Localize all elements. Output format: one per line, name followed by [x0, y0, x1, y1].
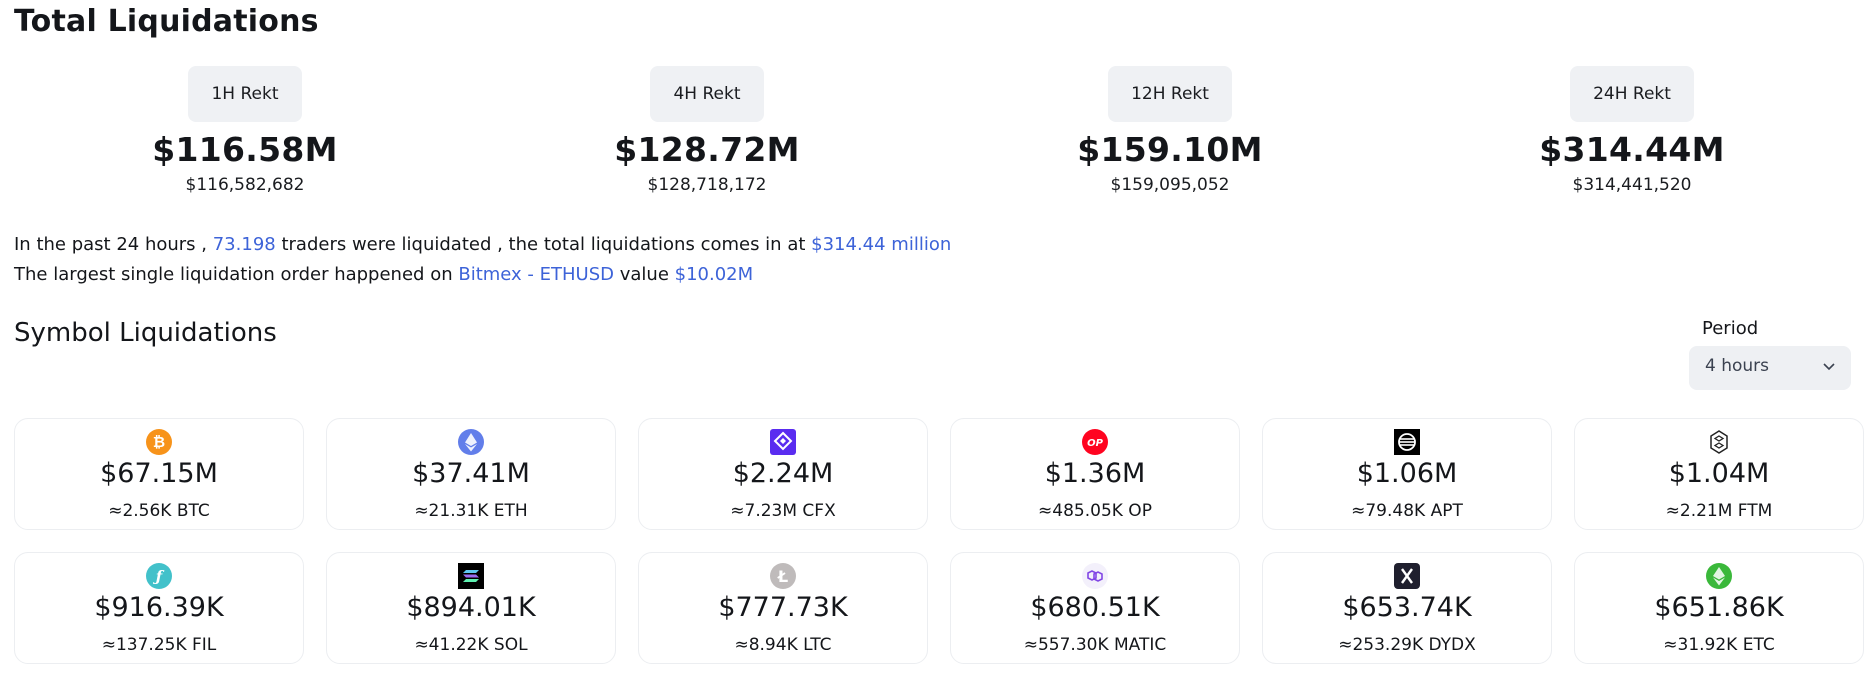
fantom-icon [1706, 429, 1732, 455]
rekt-12h-value: $159.10M [1077, 130, 1263, 169]
symbol-amount: ≈2.56K BTC [108, 501, 210, 521]
symbol-card-cfx[interactable]: $2.24M ≈7.23M CFX [638, 418, 928, 530]
page-title: Total Liquidations [14, 4, 319, 39]
symbol-amount: ≈7.23M CFX [730, 501, 836, 521]
rekt-12h-exact: $159,095,052 [1110, 175, 1230, 195]
summary-text: The largest single liquidation order hap… [14, 264, 453, 285]
symbol-value: $651.86K [1654, 592, 1784, 623]
traders-count: 73.198 [212, 234, 276, 255]
rekt-4h-exact: $128,718,172 [647, 175, 767, 195]
summary-text: In the past 24 hours , [14, 234, 207, 255]
symbol-amount: ≈557.30K MATIC [1023, 635, 1167, 655]
rekt-1h-exact: $116,582,682 [185, 175, 305, 195]
rekt-12h-label[interactable]: 12H Rekt [1108, 66, 1232, 122]
symbol-amount: ≈8.94K LTC [734, 635, 832, 655]
symbol-amount: ≈31.92K ETC [1663, 635, 1775, 655]
rekt-4h-label[interactable]: 4H Rekt [650, 66, 764, 122]
filecoin-icon: ƒ [146, 563, 172, 589]
symbol-amount: ≈2.21M FTM [1665, 501, 1773, 521]
conflux-icon [770, 429, 796, 455]
summary-text: traders were liquidated , the total liqu… [281, 234, 806, 255]
symbol-card-ftm[interactable]: $1.04M ≈2.21M FTM [1574, 418, 1864, 530]
symbol-value: $653.74K [1342, 592, 1472, 623]
symbol-card-fil[interactable]: ƒ $916.39K ≈137.25K FIL [14, 552, 304, 664]
rekt-24h-value: $314.44M [1539, 130, 1725, 169]
total-liquidations: $314.44 million [811, 234, 952, 255]
symbol-amount: ≈79.48K APT [1351, 501, 1463, 521]
symbol-amount: ≈137.25K FIL [101, 635, 217, 655]
symbol-card-sol[interactable]: $894.01K ≈41.22K SOL [326, 552, 616, 664]
litecoin-icon: Ł [770, 563, 796, 589]
exchange-link[interactable]: Bitmex - ETHUSD [458, 264, 614, 285]
summary-line-2: The largest single liquidation order hap… [14, 260, 951, 290]
liquidation-summary: In the past 24 hours , 73.198 traders we… [14, 230, 951, 290]
svg-text:OP: OP [1087, 438, 1104, 449]
symbol-card-dydx[interactable]: $653.74K ≈253.29K DYDX [1262, 552, 1552, 664]
rekt-4h: 4H Rekt $128.72M $128,718,172 [557, 66, 857, 195]
ethereum-icon [458, 429, 484, 455]
symbol-card-matic[interactable]: $680.51K ≈557.30K MATIC [950, 552, 1240, 664]
rekt-1h-label[interactable]: 1H Rekt [188, 66, 302, 122]
rekt-summary-row: 1H Rekt $116.58M $116,582,682 4H Rekt $1… [0, 66, 1874, 206]
rekt-1h-value: $116.58M [152, 130, 338, 169]
symbol-value: $1.06M [1356, 458, 1458, 489]
symbol-card-op[interactable]: OP $1.36M ≈485.05K OP [950, 418, 1240, 530]
symbol-card-etc[interactable]: $651.86K ≈31.92K ETC [1574, 552, 1864, 664]
ethereum-classic-icon [1706, 563, 1732, 589]
solana-icon [458, 563, 484, 589]
summary-line-1: In the past 24 hours , 73.198 traders we… [14, 230, 951, 260]
symbol-card-eth[interactable]: $37.41M ≈21.31K ETH [326, 418, 616, 530]
symbol-amount: ≈253.29K DYDX [1338, 635, 1476, 655]
symbol-amount: ≈485.05K OP [1038, 501, 1152, 521]
summary-text: value [619, 264, 669, 285]
period-selected-value: 4 hours [1705, 356, 1770, 376]
symbol-value: $916.39K [94, 592, 224, 623]
period-label: Period [1702, 318, 1759, 339]
symbol-amount: ≈41.22K SOL [414, 635, 528, 655]
symbol-card-apt[interactable]: $1.06M ≈79.48K APT [1262, 418, 1552, 530]
symbol-card-ltc[interactable]: Ł $777.73K ≈8.94K LTC [638, 552, 928, 664]
symbol-value: $680.51K [1030, 592, 1160, 623]
section-title: Symbol Liquidations [14, 318, 277, 348]
symbol-value: $777.73K [718, 592, 848, 623]
svg-text:Ł: Ł [777, 567, 788, 586]
symbol-amount: ≈21.31K ETH [414, 501, 528, 521]
rekt-24h-label[interactable]: 24H Rekt [1570, 66, 1694, 122]
rekt-1h: 1H Rekt $116.58M $116,582,682 [95, 66, 395, 195]
symbol-value: $2.24M [732, 458, 834, 489]
symbol-card-btc[interactable]: ₿ $67.15M ≈2.56K BTC [14, 418, 304, 530]
symbol-value: $1.04M [1668, 458, 1770, 489]
rekt-4h-value: $128.72M [614, 130, 800, 169]
polygon-icon [1082, 563, 1108, 589]
bitcoin-icon: ₿ [146, 429, 172, 455]
svg-text:₿: ₿ [153, 433, 165, 451]
aptos-icon [1394, 429, 1420, 455]
rekt-24h: 24H Rekt $314.44M $314,441,520 [1482, 66, 1782, 195]
symbol-value: $67.15M [100, 458, 218, 489]
dydx-icon [1394, 563, 1420, 589]
period-select[interactable]: 4 hours [1689, 346, 1851, 390]
rekt-24h-exact: $314,441,520 [1572, 175, 1692, 195]
largest-order-value: $10.02M [674, 264, 754, 285]
chevron-down-icon [1823, 363, 1835, 371]
symbol-value: $1.36M [1044, 458, 1146, 489]
optimism-icon: OP [1082, 429, 1108, 455]
rekt-12h: 12H Rekt $159.10M $159,095,052 [1020, 66, 1320, 195]
svg-text:ƒ: ƒ [153, 568, 165, 586]
symbol-value: $37.41M [412, 458, 530, 489]
symbol-value: $894.01K [406, 592, 536, 623]
